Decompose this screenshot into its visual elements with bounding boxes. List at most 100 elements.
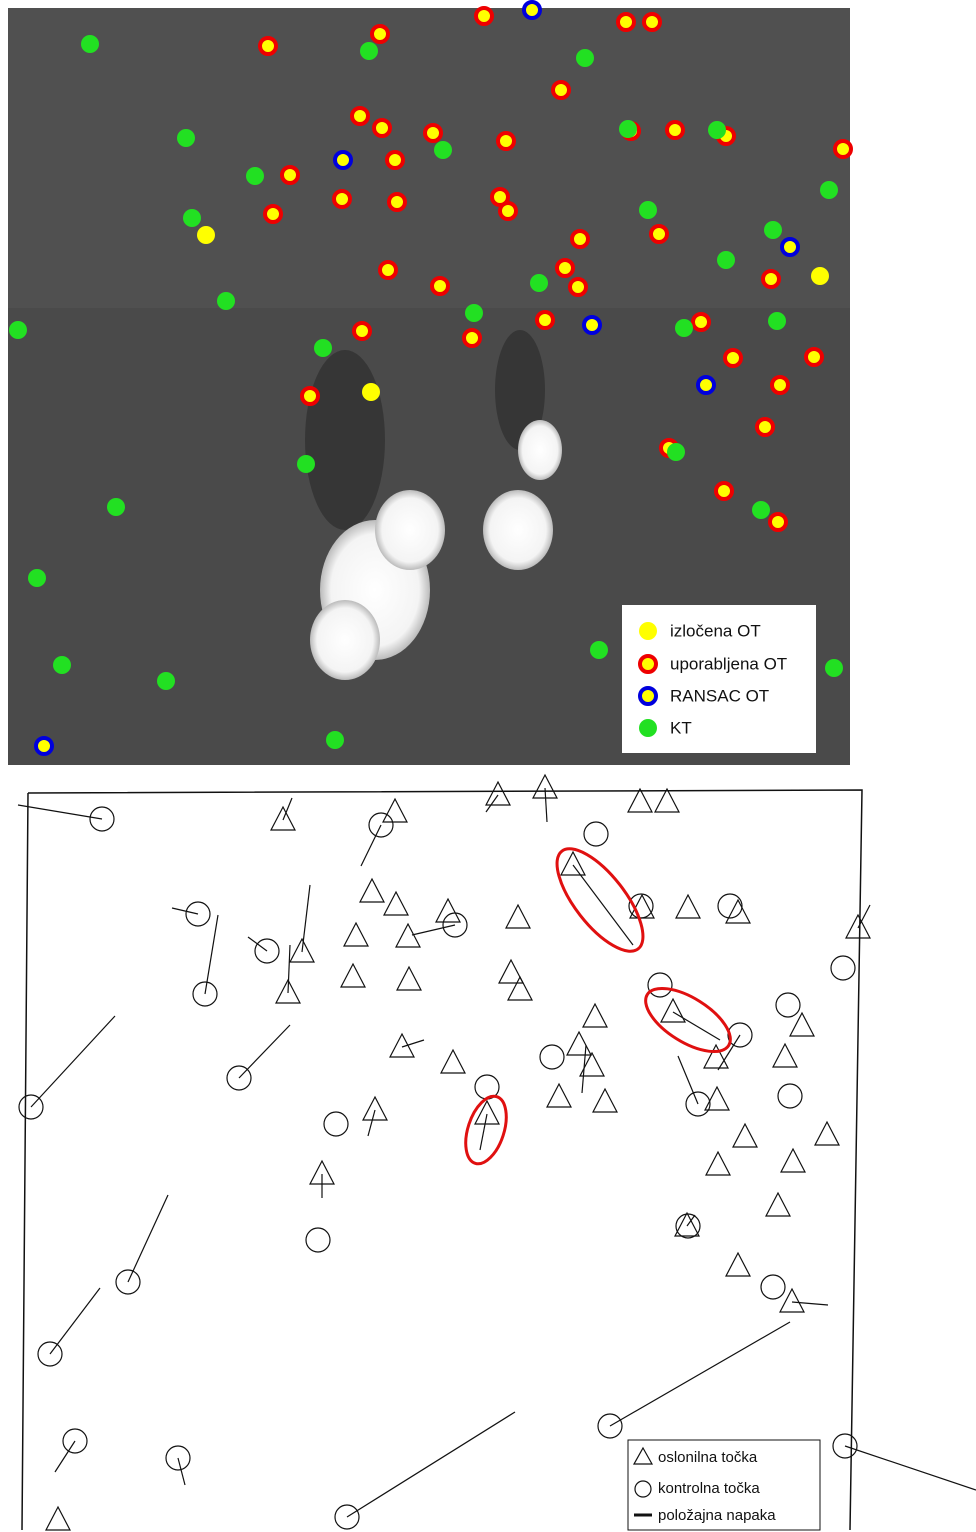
- error-vector: [55, 1441, 75, 1472]
- used-point: [476, 8, 492, 24]
- used-point: [835, 141, 851, 157]
- ground-control-point: [790, 1013, 814, 1036]
- excluded-point: [197, 226, 215, 244]
- used-point: [372, 26, 388, 42]
- ground-control-point: [593, 1089, 617, 1112]
- used-point: [651, 226, 667, 242]
- ground-control-point: [46, 1507, 70, 1530]
- check-point: [717, 251, 735, 269]
- figure: izločena OT uporabljena OT RANSAC OT KT …: [0, 0, 976, 1532]
- check-point: [9, 321, 27, 339]
- check-point: [183, 209, 201, 227]
- control-point: [324, 1112, 348, 1136]
- ground-control-point: [441, 1050, 465, 1073]
- check-point: [314, 339, 332, 357]
- control-point: [761, 1275, 785, 1299]
- control-point: [778, 1084, 802, 1108]
- ground-control-point: [815, 1122, 839, 1145]
- error-vector: [288, 945, 290, 993]
- used-point: [500, 203, 516, 219]
- error-vector: [673, 1012, 720, 1040]
- error-vector: [486, 795, 498, 812]
- used-point: [389, 194, 405, 210]
- used-point: [693, 314, 709, 330]
- ground-control-point: [773, 1044, 797, 1067]
- used-point: [806, 349, 822, 365]
- ransac-point: [698, 377, 714, 393]
- check-point: [768, 312, 786, 330]
- ground-control-point: [397, 967, 421, 990]
- legend-label: položajna napaka: [658, 1507, 776, 1524]
- check-point: [107, 498, 125, 516]
- ground-control-point: [628, 789, 652, 812]
- used-point: [770, 514, 786, 530]
- used-point: [725, 350, 741, 366]
- check-point: [360, 42, 378, 60]
- ground-control-point: [766, 1193, 790, 1216]
- error-vector: [172, 908, 198, 914]
- used-point: [618, 14, 634, 30]
- control-point: [540, 1045, 564, 1069]
- ground-control-point: [390, 1034, 414, 1057]
- legend-label: izločena OT: [670, 621, 761, 640]
- vectors: [18, 775, 976, 1530]
- check-point: [53, 656, 71, 674]
- cloud-shadow: [305, 350, 385, 530]
- highlights: [458, 836, 740, 1169]
- ground-control-point: [499, 960, 523, 983]
- control-point: [648, 973, 672, 997]
- error-vector: [347, 1412, 515, 1517]
- error-vector: [128, 1195, 168, 1282]
- ground-control-point: [360, 879, 384, 902]
- ground-control-point: [676, 895, 700, 918]
- ground-control-point: [344, 923, 368, 946]
- control-point: [584, 822, 608, 846]
- ransac-point: [524, 2, 540, 18]
- error-vector: [178, 1458, 185, 1485]
- ground-control-point: [583, 1004, 607, 1027]
- used-point: [302, 388, 318, 404]
- page: {"top_legend": {"items": ["izločena OT",…: [0, 0, 976, 1532]
- excluded-point: [362, 383, 380, 401]
- legend-symbol: [639, 622, 657, 640]
- error-vector: [368, 1110, 375, 1136]
- ground-control-point: [846, 915, 870, 938]
- used-point: [572, 231, 588, 247]
- legend-label: oslonilna točka: [658, 1449, 758, 1466]
- used-point: [763, 271, 779, 287]
- error-vector: [610, 1322, 790, 1426]
- used-point: [557, 260, 573, 276]
- check-point: [590, 641, 608, 659]
- legend-label: RANSAC OT: [670, 686, 769, 705]
- ground-control-point: [384, 892, 408, 915]
- satellite-panel: izločena OT uporabljena OT RANSAC OT KT: [8, 2, 851, 765]
- used-point: [644, 14, 660, 30]
- check-point: [576, 49, 594, 67]
- check-point: [820, 181, 838, 199]
- used-point: [667, 122, 683, 138]
- used-point: [354, 323, 370, 339]
- legend-label: uporabljena OT: [670, 654, 787, 673]
- error-vector: [412, 925, 455, 935]
- legend-symbol: [639, 719, 657, 737]
- ground-control-point: [508, 977, 532, 1000]
- control-point: [776, 993, 800, 1017]
- used-point: [772, 377, 788, 393]
- check-point: [825, 659, 843, 677]
- used-point: [537, 312, 553, 328]
- error-vector: [239, 1025, 290, 1078]
- check-point: [667, 443, 685, 461]
- ground-control-point: [706, 1152, 730, 1175]
- ground-control-point: [383, 799, 407, 822]
- ground-control-point: [781, 1149, 805, 1172]
- vector-panel: oslonilna točka kontrolna točka položajn…: [18, 775, 976, 1530]
- legend-symbol: [640, 656, 656, 672]
- used-point: [570, 279, 586, 295]
- error-vector: [845, 1446, 976, 1490]
- legend-label: kontrolna točka: [658, 1480, 760, 1497]
- ground-control-point: [561, 852, 585, 875]
- frame: [22, 790, 862, 1530]
- used-point: [282, 167, 298, 183]
- check-point: [246, 167, 264, 185]
- error-vector: [18, 805, 102, 819]
